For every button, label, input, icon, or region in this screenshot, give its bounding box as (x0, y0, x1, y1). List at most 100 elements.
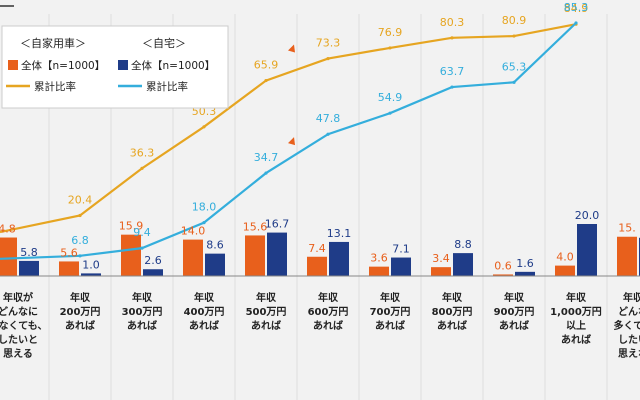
x-tick-label: 300万円 (122, 306, 163, 318)
bar-label-jika-youcha: 15.6 (243, 220, 268, 233)
bar-label-jika-youcha: 5.6 (60, 246, 78, 259)
lines (0, 21, 578, 260)
x-tick-label: あれば (251, 319, 281, 332)
bar-jika-youcha (617, 236, 637, 276)
bar-jika-youcha (431, 267, 451, 276)
x-tick-label: 400万円 (184, 306, 225, 318)
x-tick-label: 1,000万円 (550, 306, 602, 318)
x-tick-label: 200万円 (60, 306, 101, 318)
bar-jika-youcha (493, 274, 513, 276)
x-tick-label: あれば (127, 319, 157, 332)
x-tick-label: あれば (437, 319, 467, 332)
bar-label-jitaku: 8.6 (206, 239, 224, 252)
pointer-marker (288, 137, 295, 146)
x-tick-label: 思えない (618, 348, 640, 360)
line-label-jitaku: 63.7 (440, 65, 465, 78)
bar-label-jika-youcha: 4.8 (0, 223, 16, 236)
bar-jitaku (515, 271, 535, 276)
line-jitaku-cumulative (0, 22, 577, 260)
x-tick-label: 500万円 (246, 306, 287, 318)
bar-jika-youcha (121, 234, 141, 276)
line-label-jika-youcha: 80.3 (440, 16, 465, 29)
line-jika-youcha-cumulative-point (388, 46, 392, 50)
line-jitaku-cumulative-point (388, 111, 392, 115)
legend-box (1, 25, 229, 109)
bar-jitaku (391, 257, 411, 276)
legend-jika-bar-swatch (8, 60, 18, 70)
x-tick-label: 年収 (70, 291, 91, 304)
legend-jitaku-line-label: 累計比率 (146, 80, 188, 93)
bar-jitaku (19, 260, 39, 276)
line-label-jitaku: 18.0 (192, 201, 217, 214)
line-jika-youcha-cumulative-point (326, 56, 330, 61)
bar-jika-youcha (369, 266, 389, 276)
line-label-jika-youcha: 36.3 (130, 146, 155, 159)
x-tick-label: どんなに (0, 305, 38, 318)
x-tick-label: 年収 (194, 291, 215, 304)
legend-group1-title: ＜自家用車＞ (20, 36, 86, 50)
line-jitaku-cumulative-point (264, 171, 268, 175)
bar-jika-youcha (307, 256, 327, 276)
bar-label-jitaku: 2.6 (144, 254, 162, 267)
bar-jitaku (81, 273, 101, 276)
bar-jitaku (453, 253, 473, 276)
x-tick-label: 年収 (566, 291, 587, 304)
line-jika-youcha-cumulative-point (264, 78, 268, 83)
x-tick-label: 思える (3, 348, 33, 360)
line-label-jika-youcha: 84.9 (564, 2, 589, 15)
bar-label-jika-youcha: 0.6 (494, 259, 512, 272)
x-tick-label: 以上 (566, 319, 586, 332)
bar-label-jika-youcha: 7.4 (308, 242, 326, 255)
x-tick-label: 年収 (256, 291, 277, 304)
line-label-jika-youcha: 65.9 (254, 59, 279, 72)
legend-jitaku-bar-label: 全体【n=1000】 (131, 59, 215, 72)
bar-label-jitaku: 1.6 (516, 257, 534, 270)
line-label-jika-youcha: 73.3 (316, 37, 341, 50)
x-tick-label: あれば (561, 333, 591, 346)
bar-label-jitaku: 8.8 (454, 238, 472, 251)
x-tick-label: したいと (0, 334, 38, 346)
x-tick-label: どんなに (618, 305, 640, 318)
x-tick-label: 600万円 (308, 306, 349, 318)
x-tick-label: 700万円 (370, 306, 411, 318)
x-tick-label: あれば (313, 319, 343, 332)
x-tick-label: 少なくても、 (0, 319, 47, 332)
line-jika-youcha-cumulative-point (512, 34, 516, 38)
line-label-jitaku: 85.3 (564, 1, 589, 14)
line-jika-youcha-cumulative (0, 23, 577, 234)
bar-label-jika-youcha: 4.0 (556, 251, 574, 264)
line-label-jitaku: 6.8 (71, 234, 89, 247)
bars (0, 224, 640, 276)
x-tick-label: あれば (375, 319, 405, 332)
legend-jika-line-label: 累計比率 (34, 80, 76, 93)
bar-label-jika-youcha: 3.6 (370, 252, 388, 265)
x-tick-label: 年収 (318, 291, 339, 304)
line-label-jitaku: 65.3 (502, 60, 527, 73)
bar-jitaku (329, 241, 349, 276)
bar-jitaku (205, 253, 225, 276)
legend: ＜自家用車＞ ＜自宅＞ 全体【n=1000】 全体【n=1000】 累計比率 累… (1, 25, 229, 109)
x-tick-label: 800万円 (432, 306, 473, 318)
x-tick-label: 年収 (442, 291, 463, 304)
line-jika-youcha-cumulative-point (202, 125, 206, 129)
line-jitaku-cumulative-point (326, 132, 330, 136)
line-jika-youcha-cumulative-point (78, 213, 82, 218)
bar-jika-youcha (59, 261, 79, 276)
x-tick-label: あれば (499, 319, 529, 332)
legend-jitaku-bar-swatch (118, 60, 128, 70)
x-tick-label: 900万円 (494, 306, 535, 318)
legend-jika-bar-label: 全体【n=1000】 (21, 59, 105, 72)
bar-label-jika-youcha: 15.9 (119, 220, 144, 233)
line-label-jika-youcha: 76.9 (378, 26, 403, 39)
bar-label-jitaku: 20.0 (575, 209, 600, 222)
line-label-jitaku: 9.4 (133, 226, 151, 239)
labels: 4.8 5.8 5.6 1.0 15.9 2.6 14.08.6 15.616.7 7.413.… (0, 1, 636, 272)
pointer-marker (288, 44, 295, 53)
bar-label-jika-youcha: 3.4 (432, 252, 450, 265)
x-tick-label: 年収が (3, 291, 34, 304)
x-tick-label: 年収 (504, 291, 525, 304)
bar-label-jitaku: 5.8 (20, 246, 38, 259)
x-tick-label: 年収 (380, 291, 401, 304)
line-label-jitaku: 47.8 (316, 112, 341, 125)
